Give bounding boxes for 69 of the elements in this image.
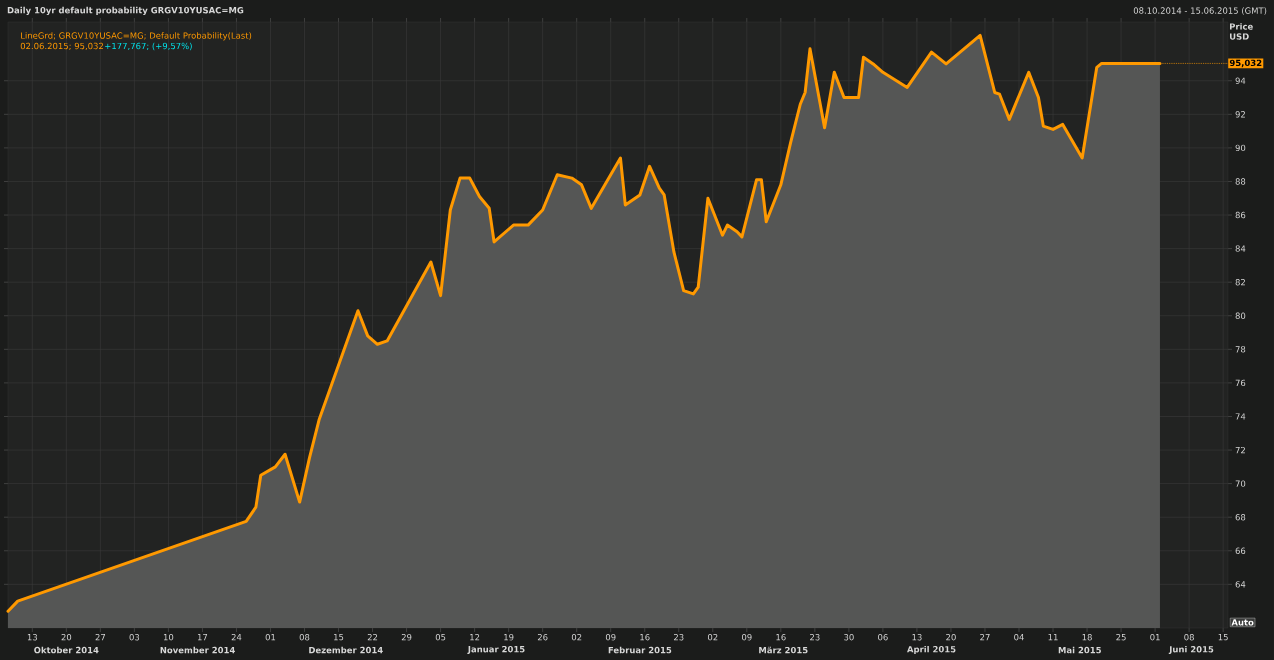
y-tick-label: 92 (1235, 111, 1245, 118)
y-tick-label: 80 (1235, 312, 1246, 319)
x-tick-label: 27 (980, 634, 990, 641)
x-tick-label: 08 (299, 634, 310, 641)
text: Oktober 2014 (34, 646, 99, 654)
y-tick-label: 94 (1235, 77, 1246, 84)
text: Mai 2015 (1058, 646, 1101, 654)
x-tick-label: 11 (1048, 634, 1058, 641)
x-tick-label: 08 (1184, 634, 1194, 641)
x-tick-label: 18 (1082, 634, 1092, 641)
x-tick-label: 02 (571, 634, 582, 641)
text: November 2014 (160, 646, 235, 654)
x-tick-label: 06 (878, 634, 888, 641)
y-tick-label: 76 (1235, 379, 1246, 387)
x-tick-label: 13 (27, 634, 38, 641)
y-tick-label: 90 (1235, 144, 1246, 152)
y-tick-label: 78 (1235, 346, 1246, 353)
x-tick-label: 01 (265, 634, 276, 641)
y-tick-label: 72 (1235, 446, 1245, 454)
x-tick-label: 20 (946, 634, 956, 641)
x-tick-label: 05 (435, 634, 446, 641)
x-tick-label: 01 (1150, 634, 1160, 641)
x-tick-label: 12 (470, 634, 480, 641)
x-tick-label: 23 (810, 634, 820, 641)
y-tick-label: 82 (1235, 278, 1245, 286)
x-tick-label: 20 (61, 634, 72, 641)
y-tick-label: 64 (1235, 581, 1246, 588)
x-tick-label: 29 (401, 634, 412, 641)
x-tick-label: 13 (912, 634, 922, 641)
annotation: +177,767; (+9,57%) (105, 42, 192, 51)
x-tick-label: 19 (504, 634, 514, 641)
x-tick-label: 09 (741, 634, 752, 641)
x-tick-label: 10 (163, 634, 174, 641)
y-tick-label: 66 (1235, 547, 1246, 554)
x-tick-label: 03 (129, 634, 140, 641)
text: Januar 2015 (467, 646, 525, 654)
text: Juni 2015 (1168, 645, 1214, 655)
x-tick-label: 16 (776, 634, 786, 641)
annotation: 95,032 (1229, 59, 1262, 68)
chart-subtitle: 08.10.2014 - 15.06.2015 (GMT) (1133, 7, 1267, 15)
chart-title: Daily 10yr default probability GRGV10YUSAC=MG (7, 6, 244, 16)
text: April 2015 (907, 645, 956, 655)
x-tick-label: 30 (844, 634, 854, 641)
text: Februar 2015 (608, 646, 672, 654)
x-tick-label: 16 (640, 634, 650, 641)
y-tick-label: 74 (1235, 413, 1246, 420)
text: März 2015 (759, 646, 808, 654)
y-axis-title: Price USD (1229, 23, 1253, 40)
x-tick-label: 02 (707, 634, 718, 641)
x-tick-label: 15 (1218, 634, 1228, 641)
y-tick-label: 86 (1235, 211, 1246, 219)
x-tick-label: 24 (231, 634, 242, 641)
annotation: LineGrd; GRGV10YUSAC=MG; Default Probability(Last) (21, 32, 252, 41)
x-tick-label: 04 (1014, 634, 1024, 641)
x-tick-label: 23 (674, 634, 684, 641)
annotation: 02.06.2015; 95,032 (20, 42, 103, 51)
x-tick-label: 26 (537, 634, 548, 641)
x-tick-label: 17 (197, 634, 208, 641)
text: Dezember 2014 (309, 646, 383, 654)
x-tick-label: 25 (1116, 634, 1126, 641)
y-tick-label: 84 (1235, 245, 1246, 252)
x-tick-label: 15 (334, 634, 344, 641)
y-tick-label: 88 (1235, 178, 1246, 185)
x-tick-label: 09 (605, 634, 616, 641)
x-tick-label: 22 (367, 634, 378, 641)
text: Auto (1231, 619, 1254, 626)
x-tick-label: 27 (95, 634, 106, 641)
y-tick-label: 68 (1235, 514, 1246, 521)
y-tick-label: 70 (1235, 480, 1246, 487)
